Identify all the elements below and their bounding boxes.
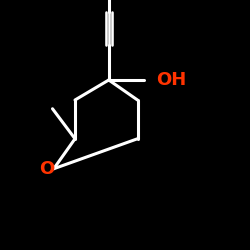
- Text: OH: OH: [156, 71, 186, 89]
- Text: O: O: [38, 160, 54, 178]
